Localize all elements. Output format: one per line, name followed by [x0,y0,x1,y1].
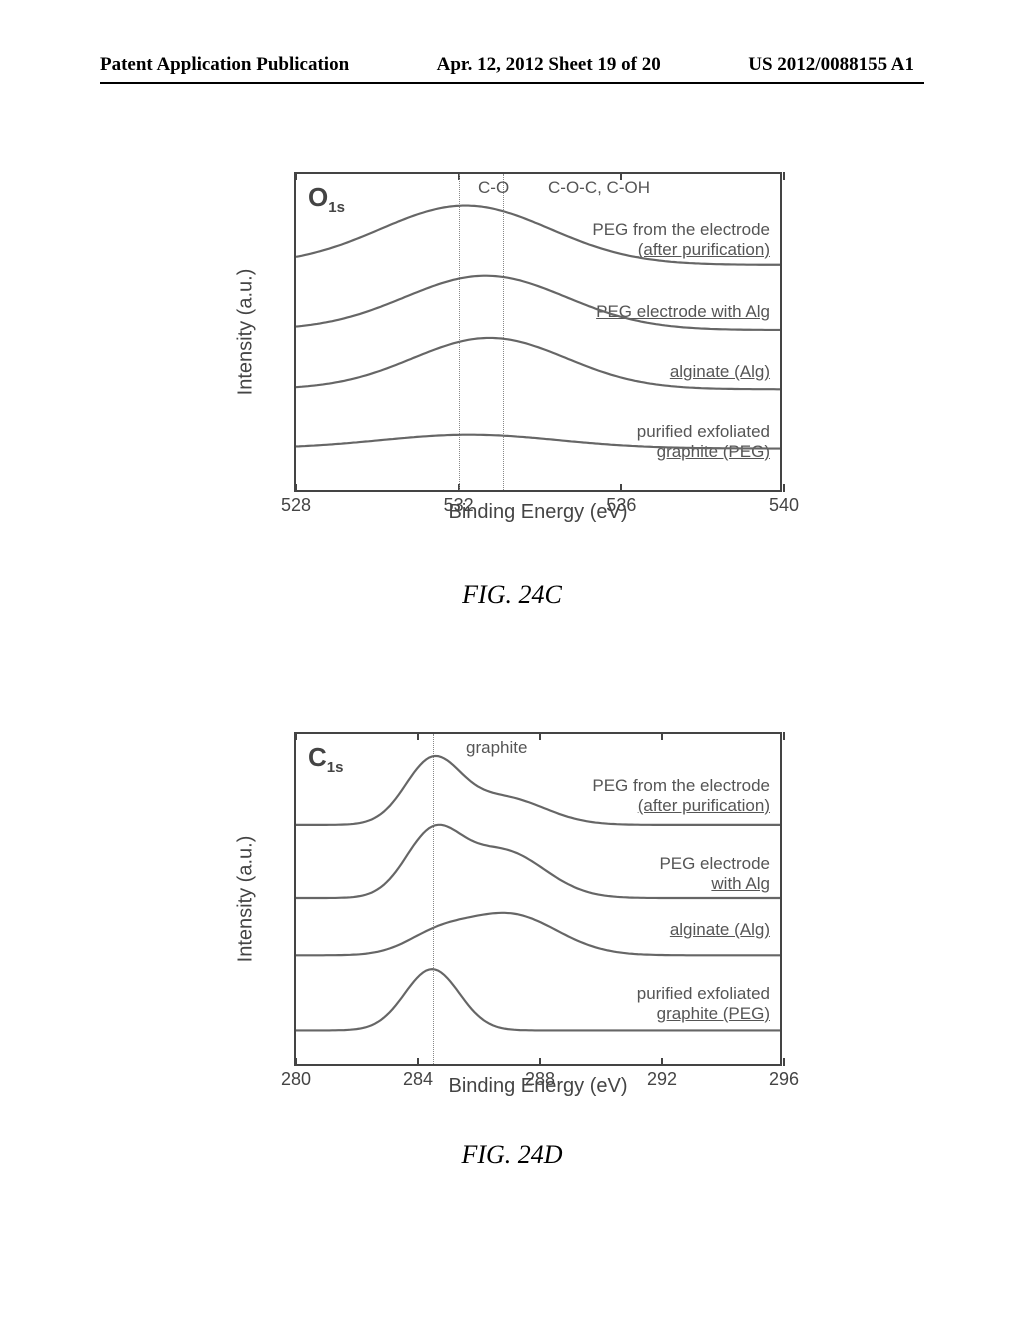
x-tick-mark [783,484,785,492]
header-left: Patent Application Publication [100,54,349,76]
chart-24c: Binding Energy (eV)528532536540O1sC-OC-O… [232,160,792,560]
spectrum-curve [296,913,780,955]
spectrum-curve [296,206,780,265]
x-tick-label: 528 [281,495,311,516]
x-tick-label: 532 [444,495,474,516]
y-axis-label: Intensity (a.u.) [235,836,258,963]
caption-24c: FIG. 24C [232,580,792,610]
spectrum-curve [296,825,780,898]
header-rule [100,82,924,84]
x-tick-label: 536 [606,495,636,516]
x-tick-label: 288 [525,1069,555,1090]
caption-24d: FIG. 24D [232,1140,792,1170]
x-tick-label: 296 [769,1069,799,1090]
x-tick-label: 284 [403,1069,433,1090]
plot-frame: Binding Energy (eV)280284288292296C1sgra… [294,732,782,1066]
y-axis-label: Intensity (a.u.) [235,269,258,396]
spectra-svg [296,734,780,1064]
figure-24c: Binding Energy (eV)528532536540O1sC-OC-O… [232,160,792,610]
spectrum-curve [296,338,780,389]
spectra-svg [296,174,780,490]
x-tick-mark [783,172,785,180]
page-header: Patent Application Publication Apr. 12, … [0,54,1024,76]
spectrum-curve [296,756,780,825]
x-tick-label: 292 [647,1069,677,1090]
header-right: US 2012/0088155 A1 [748,54,914,76]
x-tick-label: 280 [281,1069,311,1090]
x-tick-mark [783,1058,785,1066]
spectrum-curve [296,276,780,330]
x-tick-mark [783,732,785,740]
x-tick-label: 540 [769,495,799,516]
chart-24d: Binding Energy (eV)280284288292296C1sgra… [232,720,792,1120]
spectrum-curve [296,435,780,449]
figure-24d: Binding Energy (eV)280284288292296C1sgra… [232,720,792,1170]
spectrum-curve [296,969,780,1030]
x-axis-label: Binding Energy (eV) [449,501,628,524]
header-center: Apr. 12, 2012 Sheet 19 of 20 [437,54,661,76]
plot-frame: Binding Energy (eV)528532536540O1sC-OC-O… [294,172,782,492]
